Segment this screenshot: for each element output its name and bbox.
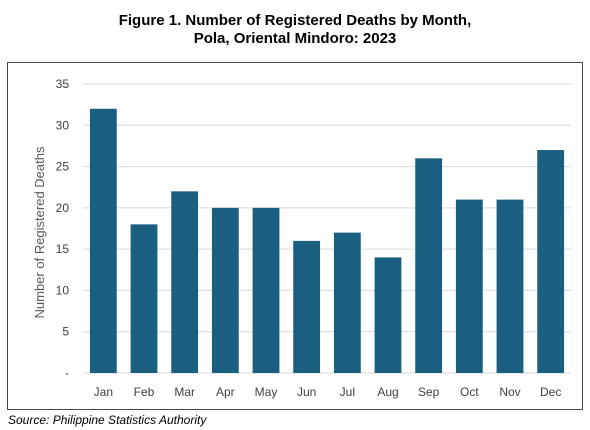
chart-title-line-1: Figure 1. Number of Registered Deaths by… bbox=[118, 12, 472, 29]
y-tick-label-25: 25 bbox=[56, 160, 70, 174]
y-tick-label-15: 15 bbox=[56, 242, 70, 256]
y-tick-label-10: 10 bbox=[56, 283, 70, 297]
y-tick-label-35: 35 bbox=[56, 77, 70, 91]
bar-jul bbox=[333, 232, 361, 373]
bar-apr bbox=[211, 207, 239, 373]
bar-jun bbox=[293, 240, 321, 373]
bar-nov bbox=[496, 199, 524, 373]
x-tick-label-mar: Mar bbox=[174, 385, 195, 399]
bar-chart: - 5 10 15 20 25 30 35 Jan Feb Mar Apr May Jun Jul Aug Se… bbox=[32, 77, 571, 399]
x-tick-label-apr: Apr bbox=[216, 385, 235, 399]
y-tick-label-0: - bbox=[65, 366, 69, 380]
bar-mar bbox=[171, 191, 199, 373]
bar-oct bbox=[455, 199, 483, 373]
y-tick-label-5: 5 bbox=[62, 325, 69, 339]
x-tick-label-feb: Feb bbox=[134, 385, 155, 399]
bar-jan bbox=[89, 108, 117, 373]
x-tick-label-sep: Sep bbox=[418, 385, 440, 399]
chart-frame: - 5 10 15 20 25 30 35 Jan Feb Mar Apr May Jun Jul Aug Se… bbox=[7, 62, 583, 410]
y-axis-title: Number of Registered Deaths bbox=[32, 146, 47, 318]
x-tick-label-may: May bbox=[255, 385, 278, 399]
x-tick-label-oct: Oct bbox=[460, 385, 479, 399]
x-tick-label-jan: Jan bbox=[94, 385, 113, 399]
bar-sep bbox=[415, 158, 443, 373]
source-note: Source: Philippine Statistics Authority bbox=[8, 413, 207, 427]
x-tick-label-jul: Jul bbox=[340, 385, 355, 399]
bar-feb bbox=[130, 224, 158, 373]
y-tick-label-20: 20 bbox=[56, 201, 70, 215]
x-tick-label-nov: Nov bbox=[499, 385, 520, 399]
x-tick-label-dec: Dec bbox=[540, 385, 561, 399]
bar-dec bbox=[537, 150, 565, 373]
bar-may bbox=[252, 207, 280, 373]
x-tick-label-jun: Jun bbox=[297, 385, 316, 399]
chart-title-line-2: Pola, Oriental Mindoro: 2023 bbox=[193, 30, 397, 47]
y-tick-label-30: 30 bbox=[56, 118, 70, 132]
bar-aug bbox=[374, 257, 402, 373]
x-tick-label-aug: Aug bbox=[377, 385, 398, 399]
